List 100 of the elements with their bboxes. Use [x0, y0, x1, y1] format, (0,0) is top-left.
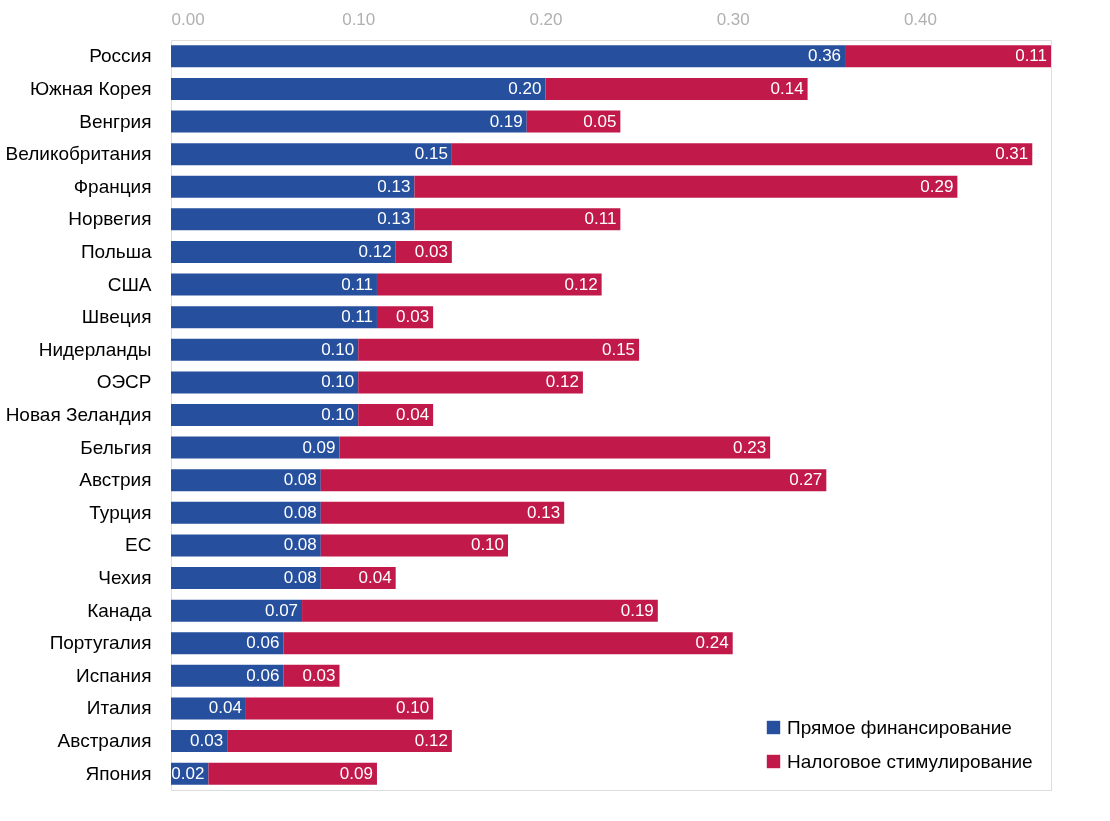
bar	[845, 45, 1051, 68]
y-tick-label: Великобритания	[5, 143, 152, 165]
data-label: 0.11	[341, 307, 373, 327]
legend-label: Прямое финансирование	[787, 716, 1012, 738]
bar	[171, 632, 284, 655]
x-tick-label: 0.10	[342, 9, 376, 29]
data-label: 0.24	[695, 633, 729, 653]
bar	[245, 697, 434, 720]
bar	[171, 404, 359, 426]
bar	[320, 501, 565, 524]
y-tick-label: Бельгия	[80, 436, 152, 458]
data-label: 0.13	[377, 176, 411, 196]
bar	[171, 110, 527, 133]
y-tick-label: ЕС	[125, 534, 152, 556]
data-label: 0.03	[414, 241, 448, 261]
bar	[171, 143, 452, 166]
data-label: 0.29	[920, 176, 954, 196]
y-tick-label: Швеция	[81, 306, 152, 328]
bar	[171, 567, 321, 590]
data-label: 0.13	[527, 502, 561, 522]
data-label: 0.03	[396, 307, 430, 327]
y-tick-label: Венгрия	[79, 110, 152, 132]
bar	[358, 371, 583, 394]
data-label: 0.04	[396, 405, 430, 424]
bar	[171, 77, 546, 100]
data-label: 0.09	[339, 763, 373, 783]
y-tick-label: Португалия	[49, 632, 152, 654]
data-label: 0.04	[358, 568, 392, 588]
y-tick-label: Нидерланды	[38, 338, 152, 360]
data-label: 0.11	[341, 274, 373, 294]
bar	[171, 240, 396, 263]
y-tick-label: Турция	[89, 501, 152, 523]
y-tick-label: Южная Корея	[29, 77, 152, 99]
data-label: 0.03	[302, 665, 336, 685]
bar	[545, 77, 808, 100]
bar	[171, 273, 377, 296]
bar	[227, 730, 452, 753]
y-tick-label: Австрия	[79, 469, 152, 491]
data-label: 0.12	[564, 274, 598, 294]
bar	[208, 762, 377, 785]
y-tick-label: Россия	[89, 45, 152, 67]
data-label: 0.14	[770, 78, 804, 98]
y-tick-label: Франция	[73, 175, 152, 197]
data-label: 0.04	[208, 698, 242, 718]
y-tick-label: Новая Зеландия	[5, 404, 152, 425]
y-tick-label: Чехия	[98, 567, 152, 589]
y-tick-label: Испания	[76, 664, 152, 686]
bar	[320, 534, 509, 557]
data-label: 0.06	[246, 633, 280, 653]
x-tick-label: 0.30	[716, 9, 750, 29]
y-tick-label: ОЭСР	[96, 371, 152, 393]
bar	[414, 175, 958, 198]
data-label: 0.31	[995, 144, 1029, 164]
y-tick-label: Австралия	[57, 730, 152, 752]
x-tick-label: 0.40	[903, 9, 937, 29]
bar	[171, 306, 377, 329]
data-label: 0.11	[584, 209, 617, 229]
data-label: 0.10	[470, 535, 505, 555]
bar	[171, 436, 340, 459]
x-tick-label: 0.20	[529, 9, 563, 29]
y-tick-label: Польша	[80, 240, 152, 262]
data-label: 0.12	[414, 731, 448, 751]
x-tick-label: 0.00	[171, 9, 205, 29]
data-label: 0.10	[396, 698, 430, 718]
bar	[171, 175, 415, 198]
bar	[171, 45, 846, 68]
data-label: 0.10	[321, 372, 355, 392]
bar	[302, 599, 658, 622]
y-tick-label: Норвегия	[68, 208, 152, 230]
data-label: 0.06	[246, 665, 280, 685]
bar	[171, 534, 321, 557]
data-label: 0.15	[601, 339, 636, 359]
data-label: 0.05	[583, 111, 617, 131]
bar	[451, 143, 1033, 166]
bar	[339, 436, 771, 459]
data-label: 0.10	[321, 339, 355, 359]
bar	[376, 273, 602, 296]
legend-label: Налоговое стимулирование	[787, 750, 1033, 772]
bar	[171, 469, 321, 492]
data-label: 0.12	[358, 241, 392, 261]
data-label: 0.08	[283, 470, 317, 490]
data-label: 0.08	[283, 502, 317, 522]
data-label: 0.03	[190, 731, 224, 751]
y-tick-label: Италия	[86, 697, 152, 719]
data-label: 0.09	[302, 437, 336, 457]
data-label: 0.02	[171, 763, 205, 783]
y-tick-label: США	[107, 273, 152, 295]
data-label: 0.20	[508, 78, 542, 98]
bar	[171, 599, 303, 622]
bar	[171, 338, 359, 361]
data-label: 0.19	[489, 111, 523, 131]
data-label: 0.12	[545, 372, 579, 392]
data-label: 0.36	[807, 46, 842, 66]
bar	[171, 664, 284, 687]
data-label: 0.11	[1015, 46, 1047, 66]
data-label: 0.07	[264, 600, 299, 620]
bar	[171, 501, 321, 524]
bar	[320, 469, 827, 492]
data-label: 0.08	[283, 535, 317, 555]
data-label: 0.23	[733, 437, 767, 457]
